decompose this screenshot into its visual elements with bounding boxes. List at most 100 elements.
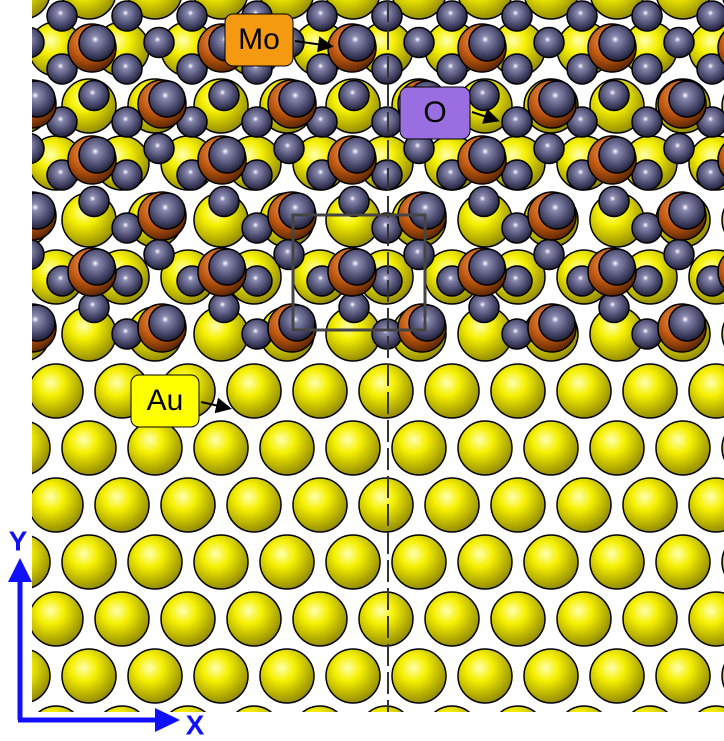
au-atom	[458, 649, 512, 703]
au-atom	[227, 706, 281, 741]
au-atom	[623, 592, 677, 646]
o-atom	[339, 137, 375, 173]
o-atom	[409, 305, 445, 341]
au-atom	[491, 364, 545, 418]
o-atom	[502, 1, 532, 31]
o-atom	[404, 28, 434, 58]
o-atom	[502, 160, 532, 190]
o-atom	[669, 305, 705, 341]
o-atom	[79, 137, 115, 173]
au-atom	[326, 421, 380, 475]
au-atom	[623, 478, 677, 532]
au-atom	[95, 478, 149, 532]
au-atom	[227, 364, 281, 418]
au-atom	[458, 421, 512, 475]
o-atom	[47, 1, 77, 31]
o-atom	[209, 187, 239, 217]
o-atom	[339, 81, 369, 111]
au-atom	[557, 364, 611, 418]
au-atom	[524, 649, 578, 703]
o-atom	[567, 1, 597, 31]
structure-figure: Mo O Au Y X	[0, 0, 724, 741]
o-atom	[112, 160, 142, 190]
au-atom	[656, 421, 710, 475]
o-atom	[502, 107, 532, 137]
o-atom	[274, 134, 304, 164]
o-atom	[279, 81, 315, 117]
o-atom	[339, 249, 375, 285]
au-atom	[524, 535, 578, 589]
au-atom	[194, 649, 248, 703]
label-text: O	[423, 96, 446, 129]
o-atom	[539, 305, 575, 341]
au-atom	[458, 535, 512, 589]
au-atom	[392, 421, 446, 475]
au-atom	[62, 421, 116, 475]
o-atom	[14, 134, 44, 164]
o-atom	[599, 137, 635, 173]
au-atom	[689, 364, 724, 418]
au-atom	[425, 592, 479, 646]
o-atom	[664, 240, 694, 270]
o-atom	[209, 249, 245, 285]
o-atom	[14, 28, 44, 58]
au-atom	[29, 592, 83, 646]
au-atom	[227, 478, 281, 532]
o-atom	[0, 319, 12, 349]
o-atom	[632, 319, 662, 349]
au-atom	[227, 592, 281, 646]
o-atom	[112, 107, 142, 137]
au-atom	[491, 592, 545, 646]
o-atom	[79, 187, 109, 217]
o-atom	[279, 193, 315, 229]
o-atom	[539, 81, 575, 117]
au-atom	[29, 478, 83, 532]
o-atom	[534, 240, 564, 270]
o-atom	[664, 28, 694, 58]
au-atom	[293, 478, 347, 532]
au-atom	[194, 421, 248, 475]
au-atom	[359, 592, 413, 646]
au-atom	[0, 478, 17, 532]
au-atom	[590, 535, 644, 589]
au-atom	[62, 649, 116, 703]
au-atom	[128, 535, 182, 589]
au-atom	[293, 364, 347, 418]
au-atom	[623, 706, 677, 741]
o-atom	[242, 160, 272, 190]
au-atom	[29, 364, 83, 418]
au-atom	[557, 706, 611, 741]
au-atom	[359, 478, 413, 532]
o-atom	[14, 240, 44, 270]
o-atom	[469, 187, 499, 217]
o-atom	[242, 107, 272, 137]
o-atom	[149, 81, 185, 117]
o-atom	[599, 25, 635, 61]
o-atom	[632, 54, 662, 84]
o-atom	[144, 240, 174, 270]
au-atom	[425, 478, 479, 532]
o-atom	[0, 266, 12, 296]
au-atom	[392, 535, 446, 589]
au-atom	[623, 364, 677, 418]
au-atom	[656, 649, 710, 703]
o-atom	[209, 81, 239, 111]
au-atom	[0, 592, 17, 646]
au-atom	[0, 136, 17, 190]
o-atom	[274, 240, 304, 270]
o-atom	[149, 305, 185, 341]
o-atom	[177, 1, 207, 31]
au-atom	[326, 535, 380, 589]
au-atom	[0, 0, 50, 19]
au-atom	[260, 535, 314, 589]
o-atom	[599, 81, 629, 111]
o-atom	[534, 134, 564, 164]
au-atom	[0, 649, 50, 703]
label-text: Au	[147, 384, 184, 417]
au-atom	[590, 421, 644, 475]
o-atom	[112, 319, 142, 349]
o-atom	[599, 293, 629, 323]
au-atom	[557, 592, 611, 646]
au-atom	[293, 592, 347, 646]
au-atom	[425, 706, 479, 741]
